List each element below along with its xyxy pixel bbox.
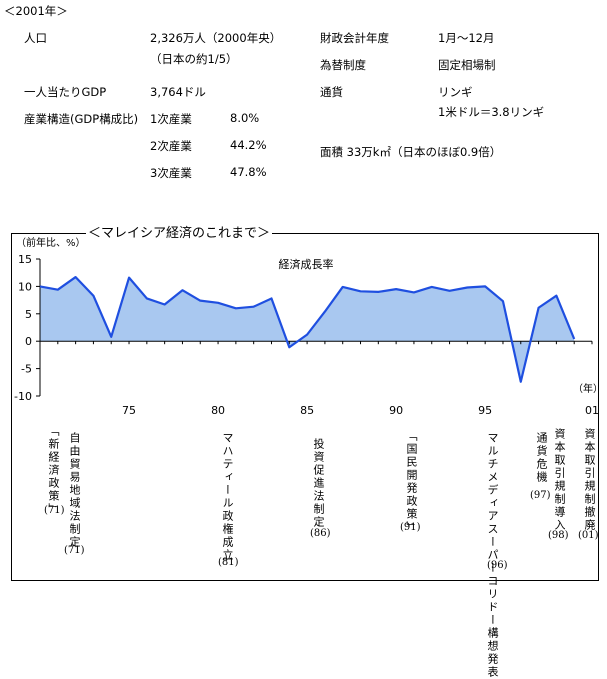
annotation-capital-control-introduced: 資本取引規制導入	[553, 428, 566, 532]
y-tick-label: 5	[25, 308, 32, 321]
annotation-text: 自由貿易地域法制定	[68, 432, 81, 549]
annotation-capital-control-abolished: 資本取引規制撤廃	[583, 428, 596, 532]
y-axis-label: （前年比、%）	[16, 236, 86, 249]
area-text: 面積 33万k㎡（日本のほぼ0.9倍）	[320, 145, 502, 159]
structure-sector-3: 3次産業	[150, 166, 192, 180]
structure-sector-1: 1次産業	[150, 112, 192, 126]
structure-share-2: 44.2%	[230, 138, 267, 152]
annotation-year: (98)	[548, 530, 569, 541]
x-axis-label: （年）	[573, 382, 603, 395]
annotation-investment-act: 投資促進法制定	[312, 438, 325, 529]
y-tick-label: 15	[18, 253, 32, 266]
annotation-national-development-policy: 「国民開発政策」	[405, 430, 418, 534]
fiscal-value: 1月～12月	[438, 31, 495, 45]
chart-title: 経済成長率	[279, 257, 334, 271]
chart-panel	[11, 233, 599, 581]
annotation-year: (71)	[64, 545, 85, 556]
annotation-text: 投資促進法制定	[312, 438, 325, 529]
fx-label: 為替制度	[320, 58, 366, 72]
annotation-year: (81)	[218, 557, 239, 568]
x-tick-label: 85	[300, 404, 314, 417]
structure-label: 産業構造(GDP構成比)	[24, 112, 139, 126]
population-value: 2,326万人（2000年央）	[150, 31, 282, 45]
series-area	[40, 277, 575, 382]
annotation-text: 「新経済政策」	[47, 425, 60, 516]
currency-rate: 1米ドル＝3.8リンギ	[438, 105, 545, 119]
annotation-mahathir: マハティール政権成立	[221, 432, 234, 562]
annotation-free-trade-zone: 自由貿易地域法制定	[68, 432, 81, 549]
growth-chart: 15 10 5 0 -5 -10 75 80 85 90 95 01 経済成長率 （前年比、%） （年）	[14, 236, 603, 417]
section-title: ＜マレイシア経済のこれまで＞	[86, 222, 273, 241]
x-tick-label: 75	[122, 404, 136, 417]
annotation-text: 資本取引規制導入	[553, 428, 566, 532]
annotation-currency-crisis: 通貨危機	[535, 432, 548, 484]
x-tick-label: 95	[478, 404, 492, 417]
x-tick-label: 90	[389, 404, 403, 417]
annotation-new-economic-policy: 「新経済政策」	[47, 425, 60, 516]
population-note: （日本の約1/5）	[150, 52, 238, 66]
annotation-year: (01)	[578, 530, 599, 541]
fx-value: 固定相場制	[438, 58, 496, 72]
structure-share-3: 47.8%	[230, 165, 267, 179]
y-tick-label: 10	[18, 280, 32, 293]
annotation-year: (96)	[487, 560, 508, 571]
currency-label: 通貨	[320, 85, 343, 99]
annotation-year: (91)	[400, 522, 421, 533]
y-tick-label: -10	[14, 390, 32, 403]
population-label: 人口	[24, 31, 47, 45]
structure-share-1: 8.0%	[230, 111, 260, 125]
y-tick-label: -5	[21, 363, 32, 376]
x-tick-label: 80	[211, 404, 225, 417]
annotation-year: (97)	[530, 490, 551, 501]
annotation-multimedia-corridor: マルチメディアスーパーコリドー構想発表	[486, 432, 499, 679]
annotation-year: (86)	[310, 528, 331, 539]
annotation-text: マルチメディアスーパーコリドー構想発表	[486, 432, 499, 679]
annotation-text: マハティール政権成立	[221, 432, 234, 562]
y-tick-label: 0	[25, 335, 32, 348]
annotation-text: 資本取引規制撤廃	[583, 428, 596, 532]
annotation-text: 通貨危機	[535, 432, 548, 484]
series-line	[39, 275, 576, 383]
year-header: ＜2001年＞	[4, 4, 68, 18]
currency-value: リンギ	[438, 85, 473, 99]
fiscal-label: 財政会計年度	[320, 31, 389, 45]
annotation-text: 「国民開発政策」	[405, 430, 418, 534]
structure-sector-2: 2次産業	[150, 139, 192, 153]
gdp-label: 一人当たりGDP	[24, 85, 107, 99]
annotation-year: (71)	[44, 505, 65, 516]
gdp-value: 3,764ドル	[150, 85, 206, 99]
x-tick-label: 01	[585, 404, 599, 417]
